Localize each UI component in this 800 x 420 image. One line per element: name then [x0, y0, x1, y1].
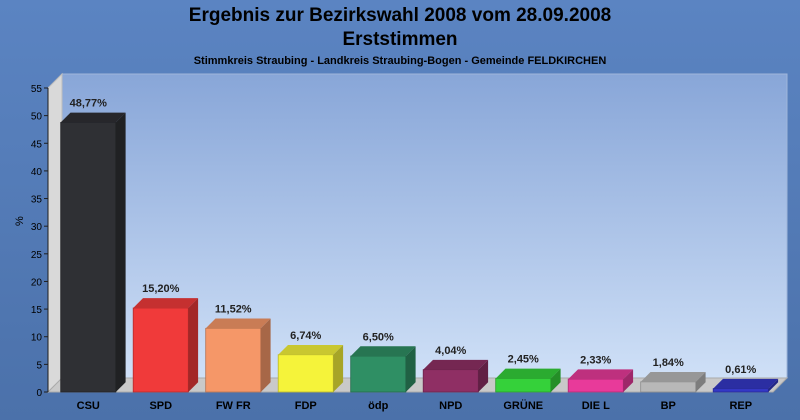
bar-side — [478, 359, 489, 392]
bar — [567, 378, 624, 393]
y-tick-label: 40 — [31, 167, 43, 178]
bar-top — [495, 368, 561, 379]
bar-top — [640, 372, 706, 382]
bar-side — [260, 318, 271, 392]
bar-side — [695, 372, 706, 392]
bar-top — [713, 378, 779, 389]
plot-left-wall — [47, 72, 63, 394]
bar-value-label: 2,45% — [508, 354, 539, 366]
bar-value-label: 48,77% — [70, 98, 108, 110]
bar-top — [60, 112, 126, 123]
bar-value-label: 15,20% — [142, 283, 180, 295]
bar-side — [550, 368, 561, 392]
bar-side — [405, 346, 416, 392]
y-tick-label: 15 — [31, 305, 43, 316]
bar-top — [568, 369, 634, 380]
bar-value-label: 6,74% — [290, 330, 321, 342]
y-tick-label: 20 — [31, 277, 43, 288]
x-tick-label: GRÜNE — [503, 399, 543, 412]
bar-top — [205, 318, 271, 329]
bar-top — [350, 346, 416, 357]
bar — [495, 378, 552, 393]
x-tick-label: CSU — [77, 400, 100, 412]
bar — [422, 369, 479, 393]
bar — [712, 388, 769, 393]
bar — [277, 354, 334, 393]
bar-top — [423, 359, 489, 370]
x-tick-label: FW FR — [216, 400, 251, 412]
bar-value-label: 11,52% — [215, 304, 252, 316]
x-tick-label: FDP — [295, 400, 317, 412]
bar-value-label: 1,84% — [653, 357, 684, 369]
bar-value-label: 4,04% — [435, 345, 466, 357]
chart-caption: Stimmkreis Straubing - Landkreis Straubi… — [193, 55, 607, 67]
bar-value-label: 0,61% — [725, 364, 756, 376]
bar — [132, 307, 189, 393]
y-tick-label: 25 — [31, 250, 43, 261]
y-tick-label: 30 — [31, 222, 43, 233]
bar-side — [188, 298, 199, 392]
y-tick-label: 0 — [36, 388, 42, 399]
y-tick-label: 5 — [36, 360, 42, 371]
bar-side — [115, 112, 126, 392]
y-tick-label: 50 — [31, 112, 43, 123]
bar-side — [623, 369, 634, 392]
y-tick-label: 55 — [31, 84, 43, 95]
y-tick-label: 10 — [31, 333, 43, 344]
x-tick-label: NPD — [439, 400, 462, 412]
bar — [60, 122, 117, 393]
x-tick-label: SPD — [149, 400, 172, 412]
bar — [205, 327, 262, 393]
y-tick-label: 35 — [31, 195, 43, 206]
bar-value-label: 2,33% — [580, 354, 611, 366]
y-tick-label: 45 — [31, 139, 43, 150]
bar-top — [133, 298, 199, 308]
x-tick-label: BP — [661, 400, 676, 412]
bar — [640, 381, 697, 393]
chart-title: Ergebnis zur Bezirkswahl 2008 vom 28.09.… — [188, 5, 612, 26]
bar-side — [768, 378, 779, 392]
bar — [350, 355, 407, 393]
x-tick-label: REP — [729, 400, 752, 412]
bar-side — [333, 344, 344, 392]
chart-subtitle: Erststimmen — [342, 29, 458, 50]
bar-value-label: 6,50% — [363, 331, 394, 343]
bar-top — [278, 344, 344, 355]
x-tick-label: DIE L — [582, 400, 610, 412]
x-tick-label: ödp — [368, 400, 388, 412]
